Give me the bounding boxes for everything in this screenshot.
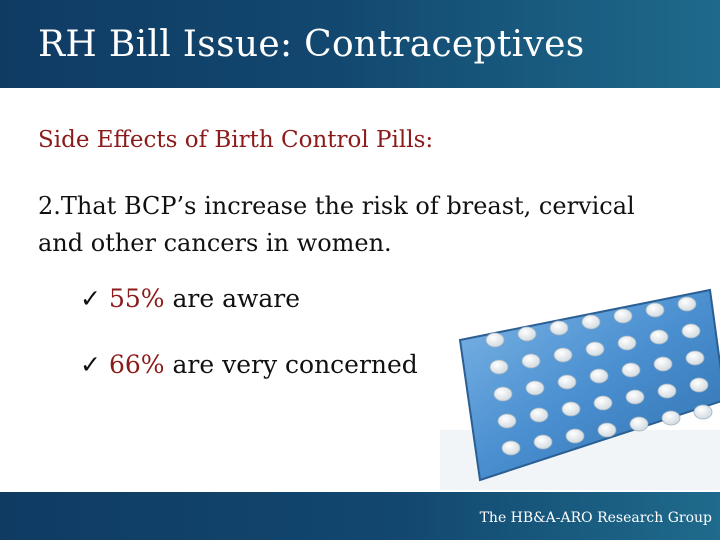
pill — [613, 308, 633, 324]
check-icon: ✓ — [80, 350, 101, 379]
footer-credit: The HB&A-ARO Research Group — [479, 510, 712, 526]
slide-subtitle: Side Effects of Birth Control Pills: — [38, 127, 434, 153]
pill — [589, 368, 609, 384]
footer-bar: The HB&A-ARO Research Group — [0, 492, 720, 540]
check-icon: ✓ — [80, 284, 101, 313]
pill — [529, 407, 549, 423]
pill — [581, 314, 601, 330]
pill — [617, 335, 637, 351]
pill — [693, 404, 713, 420]
pill — [649, 329, 669, 345]
pill — [677, 296, 697, 312]
percent-concerned: 66% — [108, 350, 165, 379]
bullet-concerned: ✓ 66% are very concerned — [80, 350, 418, 379]
bullet-text-aware: are aware — [164, 284, 301, 313]
pill — [661, 410, 681, 426]
pill — [553, 347, 573, 363]
slide-title: RH Bill Issue: Contraceptives — [38, 24, 585, 65]
pill — [565, 428, 585, 444]
pill — [493, 386, 513, 402]
pill — [497, 413, 517, 429]
main-point: 2.That BCP’s increase the risk of breast… — [38, 192, 635, 257]
pill — [489, 359, 509, 375]
pill — [549, 320, 569, 336]
pill — [485, 332, 505, 348]
pill — [593, 395, 613, 411]
pill — [645, 302, 665, 318]
percent-aware: 55% — [108, 284, 165, 313]
pill — [525, 380, 545, 396]
pill — [629, 416, 649, 432]
pill — [685, 350, 705, 366]
pill — [681, 323, 701, 339]
pill — [625, 389, 645, 405]
pill — [557, 374, 577, 390]
pill — [517, 326, 537, 342]
pill — [657, 383, 677, 399]
pill — [533, 434, 553, 450]
pill — [621, 362, 641, 378]
bullet-text-concerned: are very concerned — [164, 350, 418, 379]
pill-grid — [485, 296, 713, 456]
pill — [689, 377, 709, 393]
pill — [653, 356, 673, 372]
title-bar: RH Bill Issue: Contraceptives — [0, 0, 720, 88]
bullet-aware: ✓ 55% are aware — [80, 284, 300, 313]
pill — [561, 401, 581, 417]
pill — [585, 341, 605, 357]
pill — [597, 422, 617, 438]
pill — [521, 353, 541, 369]
pill-pack-image — [440, 288, 720, 490]
pill — [501, 440, 521, 456]
